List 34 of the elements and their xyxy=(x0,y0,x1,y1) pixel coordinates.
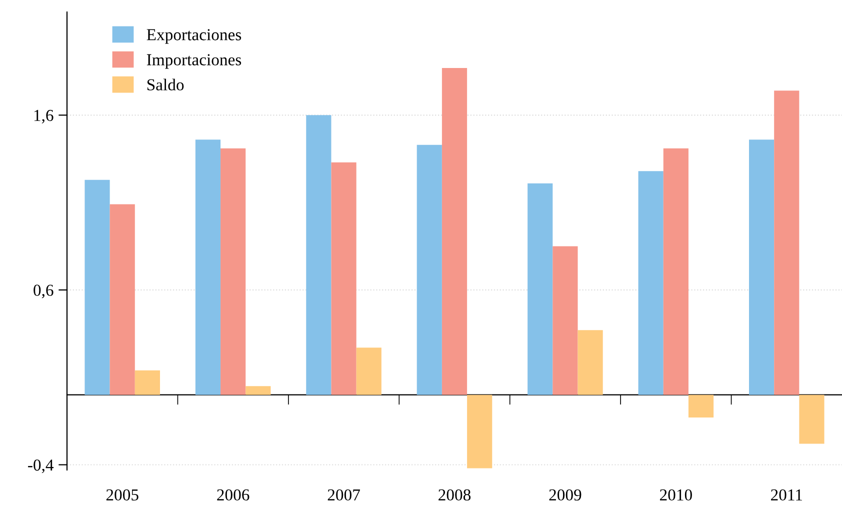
bar xyxy=(638,171,664,395)
bar xyxy=(220,148,246,395)
bar xyxy=(552,246,578,395)
legend-label: Exportaciones xyxy=(146,29,242,44)
x-tick-label: 2009 xyxy=(549,489,582,501)
legend-label: Importaciones xyxy=(146,54,242,69)
bar xyxy=(749,140,774,395)
bar xyxy=(467,394,492,468)
bar xyxy=(774,90,800,395)
x-tick-label: 2011 xyxy=(771,489,802,501)
bar xyxy=(306,115,332,395)
y-tick-label: 1,6 xyxy=(34,110,54,124)
bar xyxy=(356,348,382,395)
x-tick-label: 2008 xyxy=(438,489,471,501)
bar xyxy=(799,394,824,444)
bar xyxy=(442,68,468,395)
x-tick-label: 2006 xyxy=(217,489,250,501)
bar xyxy=(195,140,221,395)
bar xyxy=(84,180,110,395)
x-tick-label: 2010 xyxy=(660,489,692,501)
bar xyxy=(134,370,160,395)
bar xyxy=(578,330,603,395)
bar xyxy=(688,394,714,418)
bar xyxy=(416,144,442,395)
bar xyxy=(246,386,271,395)
x-tick-label: 2005 xyxy=(106,489,138,501)
bar xyxy=(110,204,135,395)
y-tick-label: -0,4 xyxy=(28,459,54,474)
legend-label: Saldo xyxy=(147,78,184,90)
bar xyxy=(528,183,553,395)
bar xyxy=(331,162,356,395)
x-tick-label: 2007 xyxy=(328,489,360,501)
bar xyxy=(663,148,688,395)
y-tick-label: 0,6 xyxy=(34,284,54,298)
